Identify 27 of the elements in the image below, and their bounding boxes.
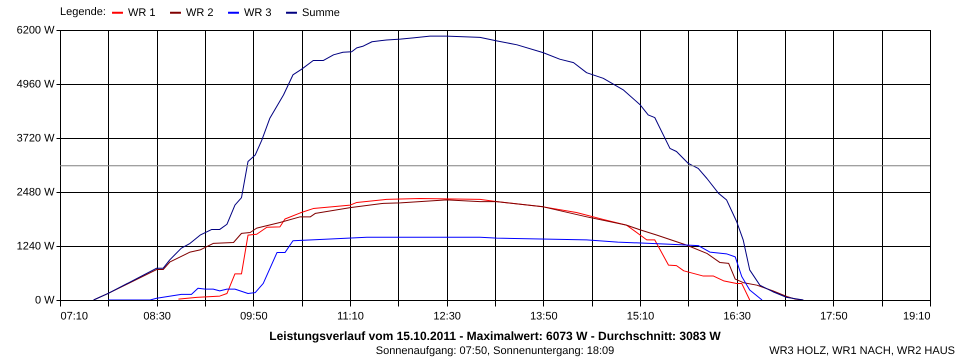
x-tick-label: 12:30 [433,310,461,322]
x-tick-label: 17:50 [820,310,848,322]
x-tick-label: 09:50 [240,310,268,322]
x-tick-label: 13:50 [530,310,558,322]
text: Leistungsverlauf vom 15.10.2011 - Maximalwert: 6073 W - Durchschnitt: 3083 W [269,329,722,343]
legend-label: WR 2 [186,6,214,19]
x-tick-label: 19:10 [902,310,930,322]
x-tick-label: 08:30 [143,310,171,322]
legend-label: WR 1 [128,6,156,19]
line-series [178,198,750,300]
legend-title: Legende: [60,6,106,18]
legend-label: Summe [302,6,340,19]
line-series [108,236,763,300]
line-series [93,36,804,300]
x-tick-label: 11:10 [337,310,364,322]
y-tick-label: 2480 W [16,186,56,198]
y-tick-label: 6200 W [16,24,56,36]
y-tick-label: 1240 W [16,240,56,252]
x-tick-label: 16:30 [723,310,751,322]
text: WR3 HOLZ, WR1 NACH, WR2 HAUS [769,345,955,357]
legend-label: WR 3 [244,6,272,19]
x-tick-label: 15:10 [626,310,654,322]
y-tick-label: 3720 W [16,132,56,144]
text: Sonnenaufgang: 07:50, Sonnenuntergang: 18:09 [376,345,614,357]
y-tick-label: 4960 W [16,78,56,90]
y-tick-label: 0 W [34,294,56,306]
x-tick-label: 07:10 [60,310,88,322]
